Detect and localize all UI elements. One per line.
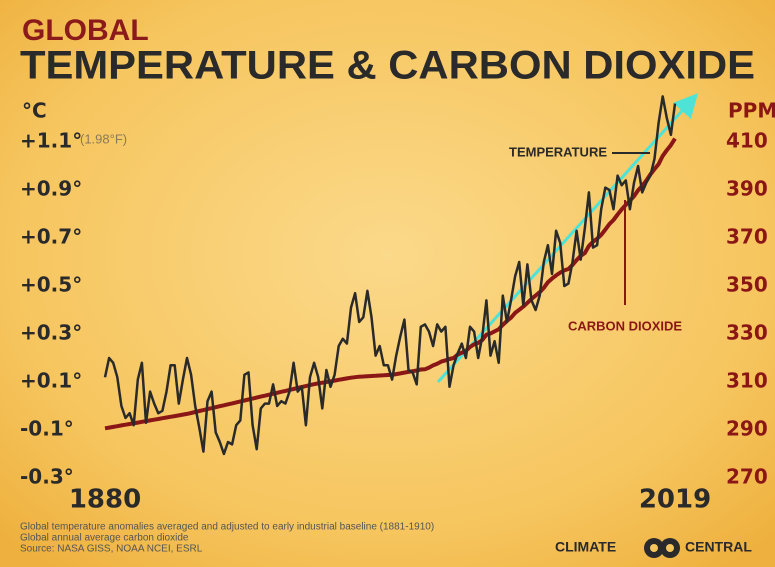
trend-arrow bbox=[436, 93, 699, 384]
y2-tick-label: 410 bbox=[726, 129, 768, 153]
y2-tick-label: 310 bbox=[726, 369, 768, 393]
y-tick-label: +0.9° bbox=[20, 177, 82, 201]
y-tick-label: +0.1° bbox=[20, 369, 82, 393]
y-tick-label: +0.7° bbox=[20, 225, 82, 249]
y-axis-label: °C bbox=[22, 99, 47, 123]
y2-tick-label: 270 bbox=[726, 465, 768, 489]
y-tick-label: +1.1° bbox=[20, 129, 82, 153]
brand: CENTRAL bbox=[685, 539, 752, 555]
y-tick-label: -0.1° bbox=[20, 417, 74, 441]
brand-logo bbox=[644, 538, 680, 558]
y-note: (1.98°F) bbox=[80, 131, 127, 146]
y2-tick-label: 370 bbox=[726, 225, 768, 249]
series-label: TEMPERATURE bbox=[509, 144, 607, 159]
kicker: GLOBAL bbox=[22, 14, 149, 47]
y2-tick-label: 390 bbox=[726, 177, 768, 201]
y-tick-label: +0.5° bbox=[20, 273, 82, 297]
brand: CLIMATE bbox=[555, 539, 616, 555]
y2-tick-label: 290 bbox=[726, 417, 768, 441]
y2-axis-label: PPM bbox=[728, 99, 775, 123]
chart-title: TEMPERATURE & CARBON DIOXIDE bbox=[20, 44, 755, 88]
x-tick-label: 2019 bbox=[639, 485, 711, 515]
x-tick-label: 1880 bbox=[69, 485, 141, 515]
series-line bbox=[103, 95, 677, 456]
y2-tick-label: 330 bbox=[726, 321, 768, 345]
footnote: Global temperature anomalies averaged an… bbox=[20, 522, 434, 533]
series-label: CARBON DIOXIDE bbox=[568, 318, 682, 333]
footnote: Source: NASA GISS, NOAA NCEI, ESRL bbox=[20, 544, 203, 555]
footnote: Global annual average carbon dioxide bbox=[20, 533, 189, 544]
y-tick-label: -0.3° bbox=[20, 465, 74, 489]
y2-tick-label: 350 bbox=[726, 273, 768, 297]
y-tick-label: +0.3° bbox=[20, 321, 82, 345]
